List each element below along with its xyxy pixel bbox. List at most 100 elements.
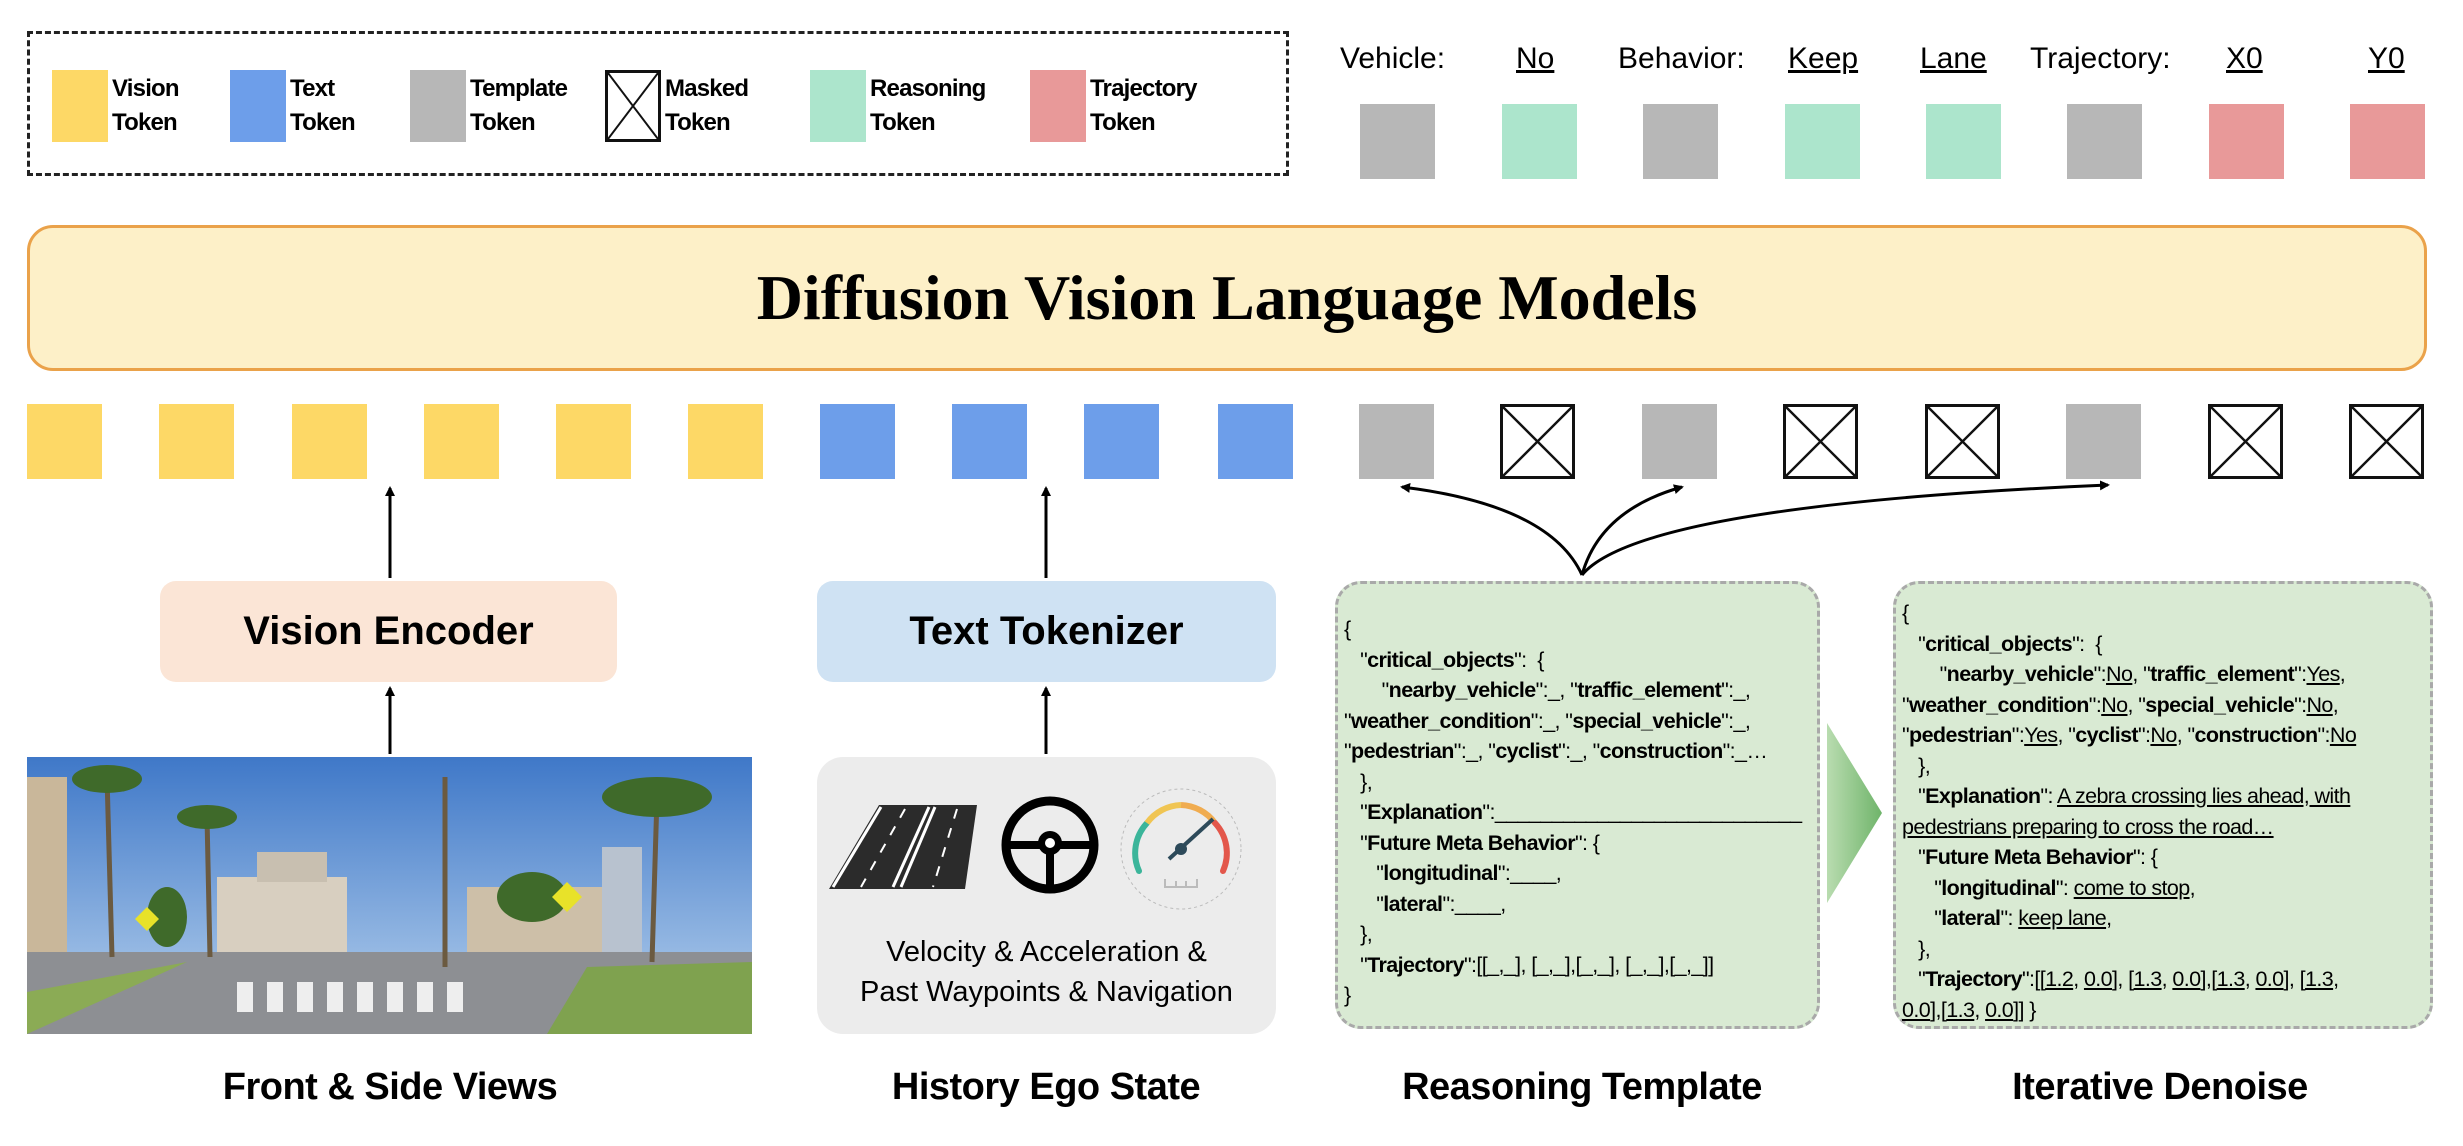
json-key: traffic_element [1577, 678, 1722, 702]
legend-label-line: Token [470, 109, 536, 136]
text-token [952, 404, 1027, 479]
legend-item: Vision Token [52, 70, 180, 142]
json-text: ], [ [2112, 967, 2134, 991]
json-text: ": [2093, 662, 2107, 686]
json-text: " [1344, 647, 1368, 672]
json-value: 1.3 [1946, 997, 1975, 1022]
json-text: } [1344, 983, 1351, 1007]
json-value: Yes [2306, 662, 2340, 686]
json-value: 1.3 [2305, 967, 2334, 991]
json-key: construction [2194, 723, 2318, 747]
json-value: 1.2 [2045, 967, 2074, 991]
legend-label: Trajectory Token [1090, 72, 1198, 140]
template-token [2067, 104, 2142, 179]
output-label: Keep [1788, 42, 1859, 75]
legend-label-line: Text [290, 75, 335, 102]
json-value: 0.0 [2083, 967, 2113, 991]
template-token [2066, 404, 2141, 479]
vision-token [27, 404, 102, 479]
json-text: ": [2000, 906, 2019, 930]
json-text: " [1344, 739, 1352, 763]
legend-label: Reasoning Token [870, 72, 986, 140]
output-label: Behavior: [1618, 42, 1745, 75]
json-text: ": [2011, 723, 2025, 747]
json-line: 0.0],[1.3, 0.0]] } [1902, 995, 2424, 1026]
json-text: ":___________________________ [1482, 800, 1802, 824]
json-text: , " [2127, 692, 2146, 717]
json-line: }, [1902, 934, 2424, 965]
json-text: " [1902, 784, 1926, 808]
json-line: "longitudinal": come to stop, [1902, 873, 2424, 904]
json-text: ":_, " [1530, 708, 1573, 733]
json-line: { [1902, 598, 2424, 629]
output-label: Vehicle: [1340, 42, 1446, 75]
legend-label-line: Reasoning [870, 75, 986, 102]
json-value: keep lane [2018, 906, 2107, 930]
json-text: }, [1344, 769, 1373, 794]
vision-encoder-box: Vision Encoder [160, 581, 617, 682]
json-line: "critical_objects": { [1344, 645, 1811, 676]
json-key: Future Meta Behavior [1367, 830, 1575, 855]
caption-front-side-views: Front & Side Views [222, 1066, 558, 1108]
ego-state-description: Velocity & Acceleration & Past Waypoints… [817, 932, 1276, 1012]
iterative-denoise-box: { "critical_objects": { "nearby_vehicle"… [1893, 581, 2433, 1029]
speedometer-icon [1120, 788, 1242, 910]
json-text: , [2333, 967, 2339, 991]
json-text: ": { [2072, 631, 2102, 656]
json-text: ":[[_,_], [_,_],[_,_], [_,_],[_,_]] [1463, 952, 1714, 977]
arrow-template-to-token-3 [1580, 480, 2110, 576]
reasoning-template-box: { "critical_objects": { "nearby_vehicle"… [1335, 581, 1820, 1029]
banner-title: Diffusion Vision Language Models [756, 262, 1698, 333]
front-side-views-image [27, 757, 752, 1034]
masked-token [1500, 404, 1575, 479]
json-value: 1.3 [2133, 967, 2163, 991]
output-label: No [1516, 42, 1555, 75]
json-text: , [2106, 906, 2112, 930]
masked-token [2208, 404, 2283, 479]
legend-item: Reasoning Token [810, 70, 986, 142]
arrow-template-to-token-2 [1580, 484, 1684, 576]
json-text: { [1344, 617, 1351, 641]
json-line: "Explanation": A zebra crossing lies ahe… [1902, 781, 2424, 812]
json-key: construction [1599, 739, 1724, 763]
json-value: No [2329, 723, 2357, 747]
json-text: " [1344, 708, 1352, 733]
arrow-template-to-token-1 [1400, 483, 1584, 576]
json-text: ":_, " [1535, 678, 1578, 702]
caption-reasoning-template: Reasoning Template [1402, 1066, 1762, 1108]
legend-label-line: Vision [112, 75, 180, 102]
token-swatch [230, 70, 286, 142]
json-key: weather_condition [1351, 708, 1531, 733]
json-line: "Future Meta Behavior": { [1902, 842, 2424, 873]
json-key: pedestrian [1351, 739, 1454, 763]
json-text: " [1902, 967, 1926, 991]
legend-label-line: Token [1090, 109, 1156, 136]
json-key: special_vehicle [2145, 692, 2295, 717]
json-line: "Future Meta Behavior": { [1344, 828, 1811, 859]
legend-label: Masked Token [665, 72, 749, 140]
json-key: critical_objects [1925, 631, 2073, 656]
json-text: ]] } [2013, 997, 2036, 1022]
json-text: " [1902, 906, 1942, 930]
json-key: lateral [1383, 891, 1443, 916]
road-lanes-icon [829, 805, 977, 889]
output-label: Lane [1920, 42, 1987, 75]
json-text: ":_, [1721, 678, 1751, 702]
legend-label-line: Token [665, 109, 731, 136]
json-text: ],[ [1930, 997, 1947, 1022]
template-token [1643, 104, 1718, 179]
json-line: "pedestrian":Yes, "cyclist":No, "constru… [1902, 720, 2424, 751]
json-text: , " [2132, 662, 2151, 686]
json-line: "Trajectory":[[_,_], [_,_],[_,_], [_,_],… [1344, 950, 1811, 981]
json-line: "nearby_vehicle":_, "traffic_element":_, [1344, 675, 1811, 706]
caption-iterative-denoise: Iterative Denoise [2012, 1066, 2308, 1108]
json-text: , [2339, 662, 2346, 686]
legend-item: Masked Token [605, 70, 749, 142]
diffusion-vlm-banner: Diffusion Vision Language Models [27, 225, 2427, 371]
json-key: Trajectory [1367, 952, 1464, 977]
json-key: critical_objects [1367, 647, 1515, 672]
legend-item: Text Token [230, 70, 356, 142]
json-text: , [2161, 967, 2173, 991]
json-text: " [1344, 861, 1384, 885]
